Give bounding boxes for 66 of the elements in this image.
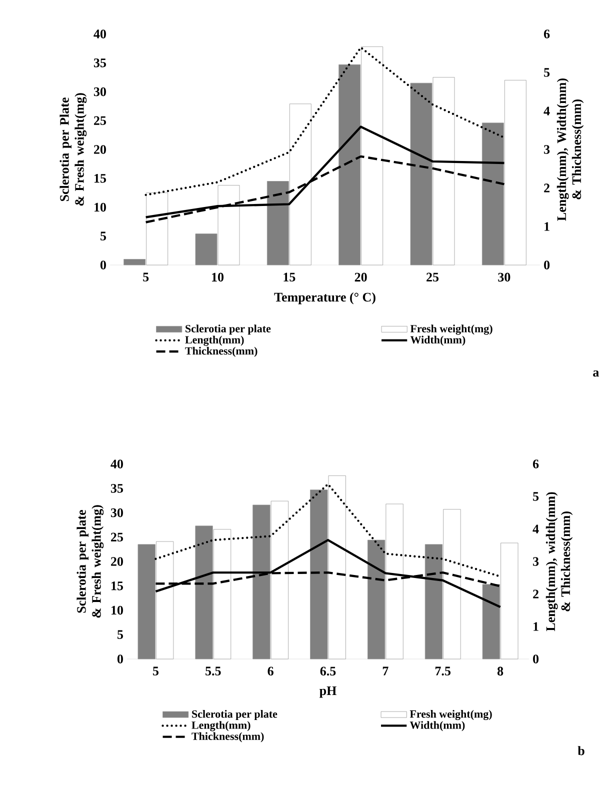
- legend-label: Sclerotia per plate: [192, 710, 278, 720]
- y-tick-label: 20: [111, 557, 123, 566]
- x-tick-label: 10: [212, 272, 224, 282]
- y-tick-label: 10: [94, 202, 106, 212]
- y-tick-label: 25: [111, 532, 123, 542]
- legend-label: Fresh weight(mg): [410, 710, 492, 720]
- x-axis-title: Temperature (° C): [274, 292, 376, 304]
- x-tick-label: 7: [382, 666, 388, 676]
- y-tick-label: 15: [94, 174, 106, 183]
- y-tick-label: 35: [94, 58, 106, 68]
- x-axis-title: pH: [320, 686, 336, 698]
- x-tick-label: 30: [498, 272, 510, 282]
- y-tick-label: 0: [100, 260, 106, 270]
- x-tick-label: 15: [284, 272, 296, 282]
- y2-tick-label: 3: [544, 145, 550, 154]
- y2-tick-label: 4: [532, 524, 539, 534]
- y2-axis-title: Length(mm), Width(mm) & Thickness(mm): [556, 78, 584, 221]
- y2-tick-label: 5: [544, 68, 550, 77]
- line-series: [154, 538, 502, 608]
- x-tick-label: 6: [268, 666, 274, 676]
- legend-label: Length(mm): [185, 336, 244, 346]
- y-tick-label: 30: [110, 508, 123, 518]
- y-tick-label: 40: [94, 30, 106, 38]
- x-tick-label: 5: [143, 272, 149, 282]
- y2-tick-label: 5: [533, 492, 539, 501]
- y-tick-label: 15: [112, 582, 123, 590]
- y-tick-label: 5: [100, 232, 106, 240]
- legend-label: Sclerotia per plate: [186, 324, 271, 335]
- x-tick-label: 7.5: [435, 666, 451, 676]
- legend-label: Fresh weight(mg): [410, 324, 492, 335]
- legend-label: Thickness(mm): [185, 346, 258, 357]
- y2-tick-label: 3: [533, 557, 539, 566]
- y2-tick-label: 2: [544, 184, 550, 192]
- y2-tick-label: 6: [544, 30, 550, 38]
- y2-tick-label: 1: [534, 622, 538, 631]
- legend-label: Width(mm): [410, 336, 466, 346]
- y-tick-label: 35: [110, 484, 123, 493]
- x-tick-label: 25: [426, 272, 439, 282]
- y2-tick-label: 2: [533, 590, 538, 598]
- y2-axis-title: Length(mm), width(mm) & Thickness(mm): [546, 492, 573, 632]
- x-tick-label: 8: [497, 666, 504, 676]
- x-tick-label: 5.5: [206, 666, 221, 676]
- y2-tick-label: 0: [544, 260, 550, 270]
- line-series: [144, 46, 506, 196]
- y-tick-label: 25: [94, 116, 106, 125]
- text: a: [593, 370, 599, 377]
- y-tick-label: 40: [110, 460, 123, 468]
- text: b: [578, 746, 584, 756]
- y-axis-title: Sclerotia per plate & Fresh weight(mg): [76, 505, 104, 618]
- y2-tick-label: 6: [532, 460, 539, 468]
- y-tick-label: 10: [112, 606, 123, 615]
- y-tick-label: 30: [94, 87, 106, 96]
- y2-tick-label: 0: [533, 654, 539, 664]
- y-axis-title: Sclerotia per Plate & Fresh weight(mg): [60, 93, 87, 206]
- x-tick-label: 20: [354, 272, 367, 282]
- x-tick-label: 5: [152, 666, 158, 676]
- legend-label: Thickness(mm): [192, 732, 264, 742]
- y2-tick-label: 4: [544, 106, 550, 116]
- line-series: [154, 483, 502, 578]
- y2-tick-label: 1: [544, 222, 550, 231]
- legend-label: Length(mm): [192, 721, 250, 732]
- y-tick-label: 5: [117, 630, 123, 639]
- y-tick-label: 20: [94, 145, 106, 154]
- legend-label: Width(mm): [410, 721, 465, 732]
- y-tick-label: 0: [117, 654, 123, 664]
- x-tick-label: 6.5: [320, 666, 336, 676]
